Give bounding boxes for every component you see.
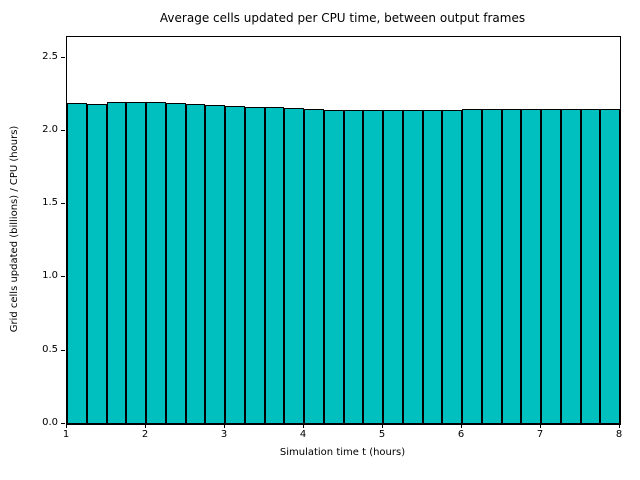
y-tick bbox=[61, 56, 65, 58]
histogram-bar bbox=[521, 108, 541, 424]
histogram-bar bbox=[323, 109, 344, 424]
x-tick bbox=[382, 424, 383, 428]
histogram-bar bbox=[600, 108, 620, 424]
y-tick bbox=[61, 423, 65, 424]
histogram-bar bbox=[363, 110, 383, 424]
histogram-bar bbox=[383, 110, 403, 424]
y-tick bbox=[61, 129, 65, 131]
plot-area bbox=[66, 36, 621, 425]
histogram-bar bbox=[106, 101, 127, 424]
chart-title: Average cells updated per CPU time, betw… bbox=[159, 11, 526, 25]
x-tick bbox=[303, 424, 304, 428]
histogram-bar bbox=[442, 109, 462, 424]
y-tick-label: 1.0 bbox=[42, 270, 58, 282]
histogram-bar bbox=[244, 106, 265, 424]
histogram-bar bbox=[185, 103, 206, 424]
histogram-bar bbox=[284, 108, 304, 424]
x-tick bbox=[66, 424, 67, 428]
x-tick bbox=[540, 424, 541, 428]
x-tick bbox=[224, 424, 225, 428]
histogram-bar bbox=[481, 108, 502, 424]
y-axis-label: Grid cells updated (billions) / CPU (hou… bbox=[9, 125, 20, 333]
y-tick bbox=[61, 276, 65, 278]
histogram-bar bbox=[501, 108, 522, 424]
x-tick-label: 4 bbox=[299, 429, 307, 440]
histogram-bar bbox=[225, 105, 245, 424]
x-tick-label: 5 bbox=[378, 429, 386, 440]
histogram-bar bbox=[560, 108, 581, 424]
histogram-bar bbox=[205, 105, 225, 424]
histogram-bar bbox=[146, 101, 166, 424]
x-tick-label: 6 bbox=[457, 429, 465, 440]
x-tick-label: 2 bbox=[141, 429, 149, 440]
y-tick-label: 2.0 bbox=[42, 123, 58, 135]
y-tick bbox=[61, 349, 65, 351]
x-tick-label: 8 bbox=[615, 429, 623, 440]
y-tick-label: 0.5 bbox=[42, 343, 58, 355]
y-tick bbox=[61, 203, 65, 205]
histogram-bar bbox=[343, 110, 364, 424]
histogram-bar bbox=[462, 108, 482, 424]
x-tick-label: 3 bbox=[220, 429, 228, 440]
histogram-bar bbox=[165, 102, 186, 424]
histogram-bar bbox=[541, 108, 561, 424]
histogram-bar bbox=[422, 109, 443, 424]
histogram-bar bbox=[264, 107, 285, 424]
histogram-bar bbox=[402, 110, 423, 424]
x-axis-label: Simulation time t (hours) bbox=[279, 447, 406, 458]
x-tick bbox=[461, 424, 462, 428]
x-tick bbox=[145, 424, 146, 428]
histogram-bar bbox=[580, 108, 601, 424]
x-tick bbox=[619, 424, 620, 428]
y-tick-label: 2.5 bbox=[42, 50, 58, 62]
histogram-bar bbox=[86, 104, 107, 424]
histogram-bar bbox=[126, 101, 146, 424]
histogram-bar bbox=[67, 102, 87, 424]
x-tick-label: 1 bbox=[62, 429, 70, 440]
histogram-bar bbox=[304, 108, 324, 424]
y-tick-label: 1.5 bbox=[42, 197, 58, 209]
x-tick-label: 7 bbox=[536, 429, 544, 440]
y-tick-label: 0.0 bbox=[42, 417, 58, 428]
